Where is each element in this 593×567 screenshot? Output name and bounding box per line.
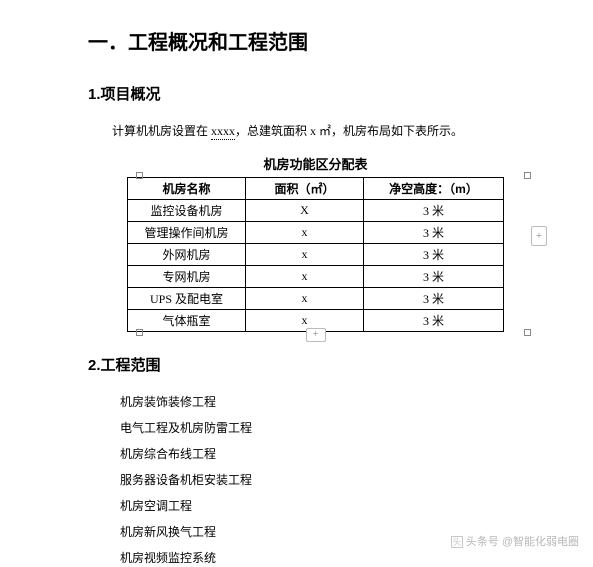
table-cell: 3 米 [364, 310, 504, 332]
list-item: 电气工程及机房防雷工程 [120, 419, 543, 437]
table-cell: 管理操作间机房 [128, 222, 246, 244]
para-pre: 计算机机房设置在 [112, 124, 211, 138]
watermark-icon: 头 [451, 536, 463, 548]
table-cell: 3 米 [364, 222, 504, 244]
table-cell: 专网机房 [128, 266, 246, 288]
table-cell: 3 米 [364, 244, 504, 266]
section1-title: 1.项目概况 [88, 83, 543, 104]
list-item: 机房装饰装修工程 [120, 393, 543, 411]
table-cell: 3 米 [364, 266, 504, 288]
table-header: 净空高度：（m） [364, 178, 504, 200]
table-title: 机房功能区分配表 [88, 154, 543, 173]
table-cell: 监控设备机房 [128, 200, 246, 222]
table-cell: x [246, 244, 364, 266]
allocation-table: 机房名称 面积（㎡） 净空高度：（m） 监控设备机房X3 米 管理操作间机房x3… [127, 177, 504, 332]
list-item: 服务器设备机柜安装工程 [120, 471, 543, 489]
list-item: 机房综合布线工程 [120, 445, 543, 463]
table-wrapper: 机房功能区分配表 + + 机房名称 面积（㎡） 净空高度：（m） 监控设备机房X… [88, 154, 543, 332]
table-cell: UPS 及配电室 [128, 288, 246, 310]
table-row: 专网机房x3 米 [128, 266, 504, 288]
table-row: 管理操作间机房x3 米 [128, 222, 504, 244]
table-handle-tl[interactable] [136, 172, 143, 179]
para-underline: xxxx [211, 124, 235, 140]
table-cell: 3 米 [364, 200, 504, 222]
table-add-row[interactable]: + [306, 328, 326, 342]
list-item: 机房视频监控系统 [120, 549, 543, 567]
section2-title: 2.工程范围 [88, 354, 543, 375]
table-cell: x [246, 288, 364, 310]
table-cell: 外网机房 [128, 244, 246, 266]
table-cell: X [246, 200, 364, 222]
table-handle-bl[interactable] [136, 329, 143, 336]
table-add-column[interactable]: + [531, 226, 547, 246]
table-cell: x [246, 310, 364, 332]
watermark: 头头条号 @智能化弱电圈 [451, 533, 579, 549]
table-cell: x [246, 222, 364, 244]
section1-paragraph: 计算机机房设置在 xxxx，总建筑面积 x ㎡，机房布局如下表所示。 [88, 122, 543, 140]
table-cell: x [246, 266, 364, 288]
heading-1: 一．工程概况和工程范围 [88, 26, 543, 55]
watermark-text: 头条号 @智能化弱电圈 [466, 536, 579, 548]
table-row: 监控设备机房X3 米 [128, 200, 504, 222]
table-header: 机房名称 [128, 178, 246, 200]
table-row: UPS 及配电室x3 米 [128, 288, 504, 310]
list-item: 机房空调工程 [120, 497, 543, 515]
table-handle-br[interactable] [524, 329, 531, 336]
table-header-row: 机房名称 面积（㎡） 净空高度：（m） [128, 178, 504, 200]
para-post: ，总建筑面积 x ㎡，机房布局如下表所示。 [235, 124, 463, 138]
table-cell: 3 米 [364, 288, 504, 310]
table-handle-tr[interactable] [524, 172, 531, 179]
table-header: 面积（㎡） [246, 178, 364, 200]
table-row: 外网机房x3 米 [128, 244, 504, 266]
table-cell: 气体瓶室 [128, 310, 246, 332]
